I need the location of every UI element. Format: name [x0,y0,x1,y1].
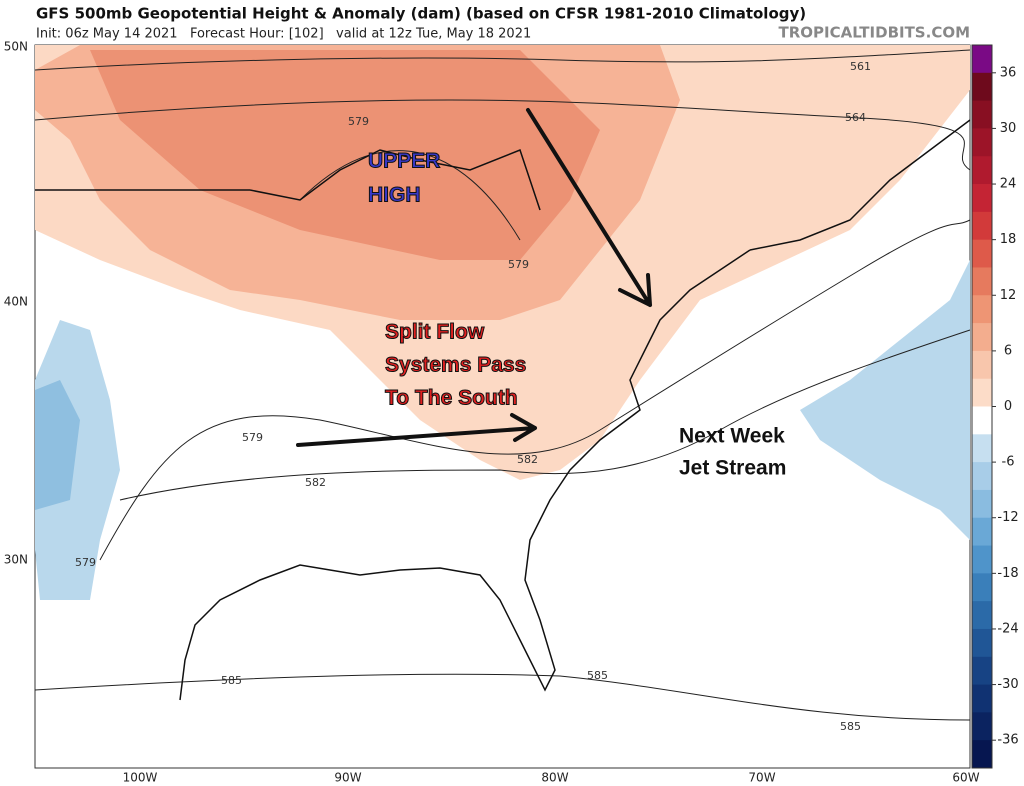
colorbar-segment [972,406,992,435]
colorbar-segment [972,323,992,352]
contour [34,673,971,721]
colorbar-segment [972,295,992,324]
colorbar-segment [972,712,992,741]
colorbar-label: -24 [997,621,1018,636]
lat-label: 50N [4,40,28,54]
contour-label: 585 [840,720,861,733]
title: GFS 500mb Geopotential Height & Anomaly … [36,5,806,23]
colorbar-segment [972,517,992,547]
colorbar-segment [972,462,992,491]
contour [119,329,971,501]
colorbar: 36 30 24 18 12 6 0 -6 -12 -18 -24 -30 -36 [971,44,1019,769]
colorbar-segment [972,156,992,185]
colorbar-label: 6 [1004,343,1012,358]
colorbar-label: -30 [997,677,1018,692]
colorbar-segment [972,211,992,241]
annotation: HIGH [368,184,421,207]
colorbar-segment [972,489,992,519]
contour [299,150,521,241]
colorbar-segment [972,628,992,658]
colorbar-segment [972,45,992,74]
colorbar-label: 18 [1000,232,1017,247]
coastline [179,249,751,701]
contour-label: 582 [305,476,326,489]
arrow [526,108,652,307]
colorbar-segment [972,72,992,102]
lon-label: 80W [541,771,568,785]
annotation: Systems Pass [385,354,526,377]
anomaly-dark [90,50,600,260]
lon-label: 100W [123,771,158,785]
annotation: To The South [385,387,518,410]
contour [34,99,971,171]
annotation: Next Week [679,425,785,448]
contour-label: 561 [850,60,871,73]
colorbar-label: 36 [1000,65,1017,80]
contour-label: 585 [587,669,608,682]
lat-label: 40N [4,295,28,309]
annotation: UPPER [368,150,440,173]
colorbar-label: -18 [997,566,1018,581]
anomaly-blue-west-dark [35,380,80,510]
lat-label: 30N [4,553,28,567]
lon-label: 90W [334,771,361,785]
contour-label: 579 [508,258,529,271]
subtitle: Init: 06z May 14 2021 Forecast Hour: [10… [36,27,531,42]
annotation: Split Flow [385,321,485,344]
colorbar-segment [972,128,992,157]
colorbar-segment [972,656,992,686]
colorbar-segment [972,184,992,213]
brand: TROPICALTIDBITS.COM [779,24,971,42]
anomaly-blue-east [800,260,970,540]
arrows [296,108,652,447]
colorbar-label: 30 [1000,121,1017,136]
colorbar-segment [972,545,992,574]
colorbar-segment [972,684,992,713]
colorbar-label: -12 [997,510,1018,525]
colorbar-segment [972,601,992,630]
colorbar-label: -36 [997,733,1018,748]
border [35,149,541,211]
contour-label: 585 [221,674,242,687]
lon-label: 60W [952,771,979,785]
contour-label: 579 [242,431,263,444]
colorbar-segment [972,239,992,268]
colorbar-segment [972,740,992,769]
colorbar-segment [972,573,992,602]
contour-label: 564 [845,111,866,124]
colorbar-label: 12 [1000,288,1017,303]
colorbar-segment [972,267,992,296]
arrow [296,413,537,447]
colorbar-segment [972,100,992,129]
lon-label: 70W [748,771,775,785]
contour [34,49,971,71]
contour [99,219,971,561]
colorbar-segment [972,350,992,380]
annotation: Jet Stream [679,457,786,480]
colorbar-label: -6 [1002,455,1015,470]
contour-label: 579 [75,556,96,569]
contour-label: 582 [517,453,538,466]
colorbar-label: 24 [1000,177,1017,192]
coastline [749,119,971,251]
colorbar-segment [972,378,992,407]
colorbar-label: 0 [1004,399,1012,414]
map: 50N 40N 30N 100W 90W 80W 70W 60W 561 564… [4,40,980,785]
colorbar-segment [972,434,992,463]
contour-label: 579 [348,115,369,128]
